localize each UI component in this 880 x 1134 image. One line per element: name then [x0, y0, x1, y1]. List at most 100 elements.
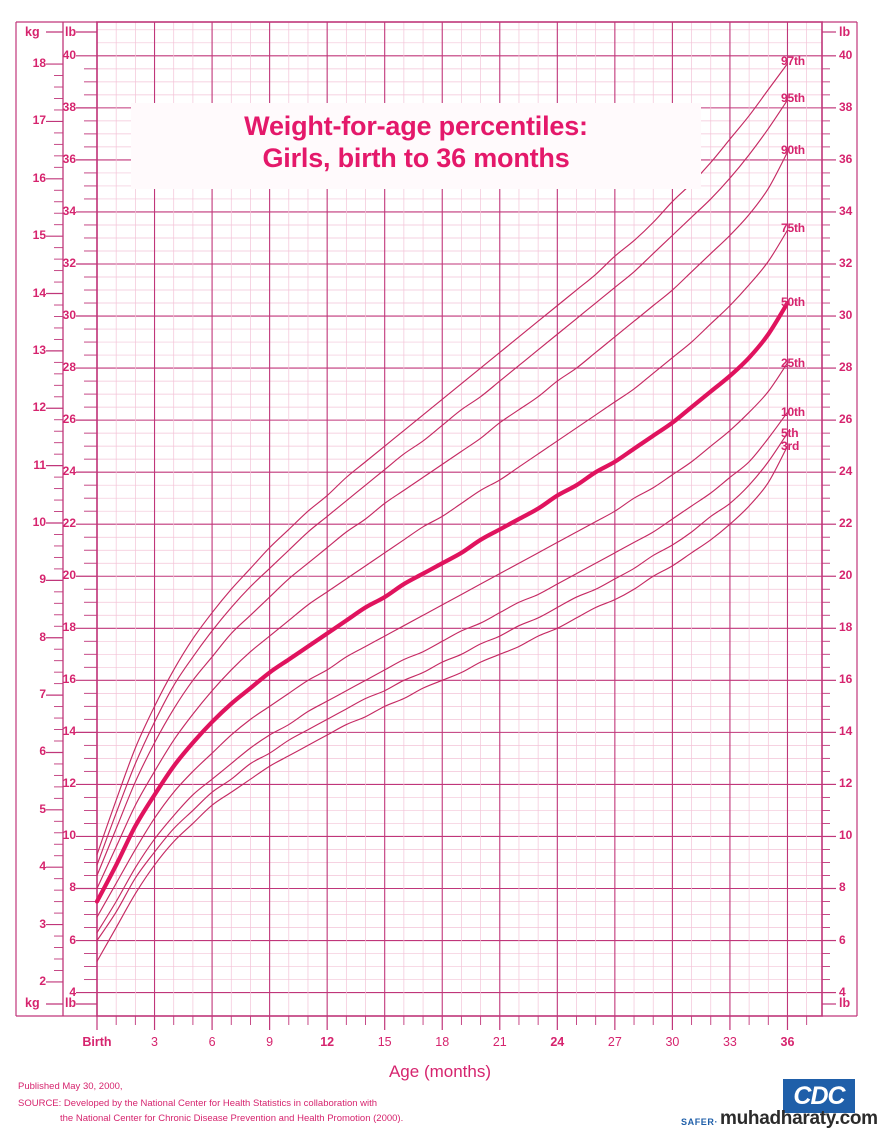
lb-unit-label-bottom: lb — [65, 996, 77, 1010]
lb-unit-label-bottom-right: lb — [839, 996, 851, 1010]
site-watermark: muhadharaty.com — [720, 1108, 878, 1129]
percentile-curve-5th — [96, 432, 789, 942]
lb-axis-tick-label-right: 30 — [839, 308, 853, 323]
lb-axis-tick-label-right: 34 — [839, 203, 853, 218]
lb-axis-tick-label-right: 6 — [839, 932, 846, 947]
percentile-curve-10th — [96, 411, 789, 934]
lb-axis-tick-label-left: 28 — [62, 360, 76, 375]
x-axis-tick-label: 15 — [377, 1035, 392, 1049]
x-axis-tick-label: 27 — [607, 1035, 622, 1049]
lb-axis-tick-label-left: 26 — [62, 412, 76, 427]
percentile-curve-90th — [96, 151, 789, 877]
chart-title: Weight-for-age percentiles: Girls, birth… — [131, 103, 701, 189]
percentile-label-90th: 90th — [781, 143, 805, 158]
lb-axis-tick-label-left: 10 — [62, 828, 76, 843]
kg-axis-tick-label: 15 — [32, 228, 46, 243]
kg-axis-tick-label: 8 — [39, 629, 46, 644]
lb-axis-tick-label-right: 22 — [839, 516, 853, 531]
kg-axis-tick-label: 18 — [32, 56, 46, 71]
lb-axis-tick-label-left: 4 — [69, 984, 76, 999]
lb-axis-tick-label-left: 12 — [62, 776, 76, 791]
lb-unit-label-top: lb — [65, 25, 77, 39]
x-axis-tick-label: 36 — [780, 1035, 795, 1049]
kg-axis-tick-label: 14 — [32, 285, 46, 300]
percentile-curve-97th — [96, 63, 789, 856]
lb-axis-tick-label-left: 40 — [62, 47, 76, 62]
kg-unit-label-top: kg — [25, 25, 40, 39]
kg-axis-tick-label: 12 — [32, 400, 46, 415]
lb-axis-tick-label-right: 18 — [839, 620, 853, 635]
x-axis-tick-label: 24 — [550, 1035, 565, 1049]
lb-axis-tick-label-left: 36 — [62, 151, 76, 166]
lb-axis-tick-label-left: 32 — [62, 255, 76, 270]
kg-axis-tick-label: 2 — [39, 973, 46, 988]
cdc-logo: CDC — [783, 1079, 855, 1113]
lb-axis-tick-label-right: 32 — [839, 255, 853, 270]
chart-title-line2: Girls, birth to 36 months — [262, 142, 570, 173]
lb-axis-tick-label-right: 40 — [839, 47, 853, 62]
lb-axis-tick-label-left: 16 — [62, 672, 76, 687]
cdc-logo-text: CDC — [793, 1081, 845, 1110]
kg-axis-tick-label: 6 — [39, 744, 46, 759]
lb-axis-tick-label-left: 34 — [62, 203, 76, 218]
safer-text: SAFER· — [681, 1117, 719, 1127]
kg-unit-label-bottom: kg — [25, 996, 40, 1010]
kg-axis-tick-label: 10 — [32, 515, 46, 529]
x-axis-tick-label: 3 — [151, 1035, 158, 1049]
x-axis-tick-label: 12 — [320, 1035, 335, 1049]
percentile-label-5th: 5th — [781, 426, 799, 441]
x-axis-tick-label: 6 — [208, 1035, 216, 1049]
lb-axis-tick-label-left: 22 — [62, 516, 76, 531]
percentile-label-3rd: 3rd — [781, 439, 800, 454]
lb-axis-tick-label-right: 36 — [839, 151, 853, 166]
lb-axis-tick-label-left: 8 — [69, 880, 76, 895]
kg-axis-tick-label: 9 — [39, 572, 46, 587]
x-axis-tick-label: 30 — [665, 1035, 680, 1049]
lb-axis-tick-label-right: 38 — [839, 99, 853, 114]
percentile-label-50th: 50th — [781, 295, 805, 310]
kg-axis-tick-label: 4 — [39, 859, 46, 874]
lb-axis-tick-label-left: 14 — [62, 724, 76, 739]
footer-source-line2: the National Center for Chronic Disease … — [60, 1113, 404, 1124]
footer-source-line1: SOURCE: Developed by the National Center… — [18, 1098, 378, 1109]
x-axis-title: Age (months) — [388, 1062, 492, 1081]
percentile-label-97th: 97th — [781, 53, 805, 68]
lb-axis-tick-label-right: 14 — [839, 724, 853, 739]
x-axis-tick-label: Birth — [82, 1035, 112, 1049]
lb-axis-tick-label-right: 10 — [839, 828, 853, 843]
kg-axis-tick-label: 5 — [39, 801, 46, 816]
lb-axis-tick-label-right: 4 — [839, 984, 846, 999]
lb-axis-tick-label-left: 6 — [69, 932, 76, 947]
x-axis-tick-label: 33 — [722, 1035, 737, 1049]
percentile-curve-50th — [94, 300, 790, 904]
lb-axis-tick-label-left: 20 — [62, 568, 76, 583]
kg-axis-tick-label: 17 — [32, 113, 46, 128]
lb-axis-tick-label-left: 24 — [62, 464, 76, 479]
percentile-label-25th: 25th — [781, 355, 805, 370]
kg-axis-tick-label: 11 — [33, 457, 46, 472]
percentile-label-95th: 95th — [781, 91, 805, 106]
percentile-label-10th: 10th — [781, 405, 805, 420]
footer-published: Published May 30, 2000, — [18, 1081, 123, 1092]
lb-unit-label-top-right: lb — [839, 25, 851, 39]
x-axis-tick-label: 18 — [435, 1035, 450, 1049]
kg-axis-tick-label: 13 — [32, 342, 46, 357]
x-axis-tick-label: 21 — [492, 1035, 507, 1049]
lb-axis-tick-label-right: 20 — [839, 568, 853, 583]
kg-axis-tick-label: 16 — [32, 170, 46, 185]
lb-axis-tick-label-right: 28 — [839, 360, 853, 375]
percentile-label-75th: 75th — [781, 221, 805, 236]
x-axis-tick-label: 9 — [266, 1035, 274, 1049]
lb-axis-tick-label-right: 16 — [839, 672, 853, 687]
kg-axis-tick-label: 7 — [39, 687, 46, 702]
lb-axis-tick-label-right: 8 — [839, 880, 846, 895]
percentile-curve-3rd — [96, 445, 789, 962]
chart-title-line1: Weight-for-age percentiles: — [244, 111, 588, 141]
lb-axis-tick-label-right: 12 — [839, 776, 853, 791]
percentile-curve-25th — [96, 362, 789, 918]
lb-axis-tick-label-left: 30 — [62, 308, 76, 323]
lb-axis-tick-label-right: 24 — [839, 464, 853, 479]
lb-axis-tick-label-left: 38 — [62, 99, 76, 114]
